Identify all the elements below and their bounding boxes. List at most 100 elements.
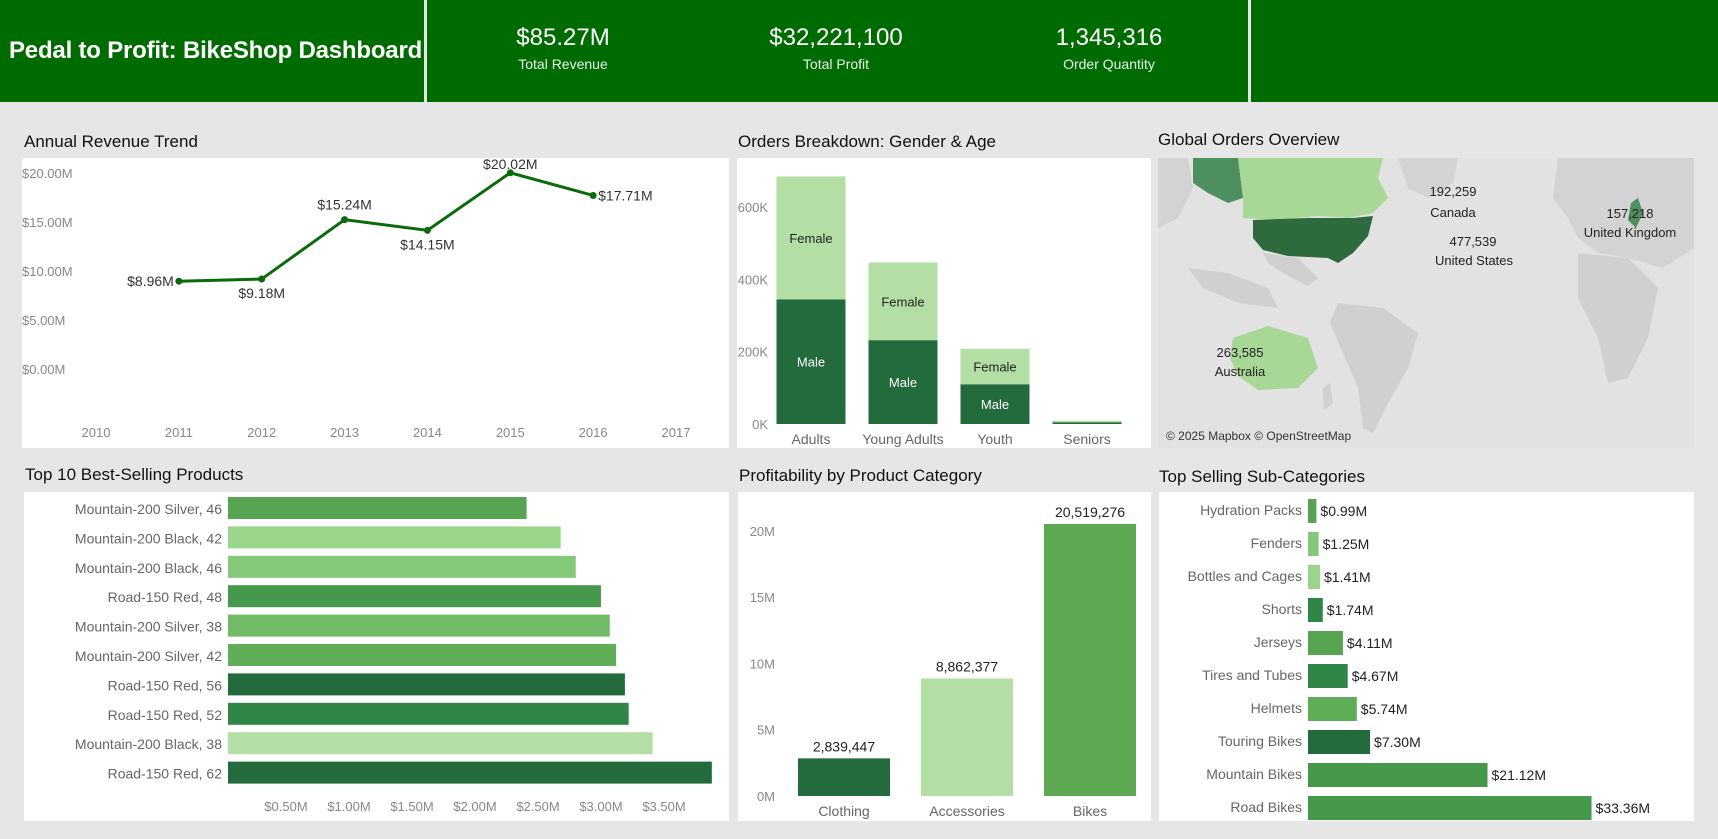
australia-shape xyxy=(1230,326,1318,390)
data-label: $15.24M xyxy=(317,197,371,213)
product-bar xyxy=(228,644,617,666)
y-tick-label: 400K xyxy=(738,272,769,287)
stack-segment-female xyxy=(960,348,1030,385)
stack-segment-female xyxy=(776,176,846,300)
revenue-line xyxy=(178,171,594,283)
map-label-uk: United Kingdom xyxy=(1584,225,1677,240)
x-category-label: Clothing xyxy=(818,803,869,819)
x-tick-label: 2012 xyxy=(247,425,276,440)
header-filler xyxy=(1251,0,1718,102)
y-tick-label: 10M xyxy=(750,656,775,671)
global-orders-title: Global Orders Overview xyxy=(1158,130,1340,149)
kpi-label: Total Revenue xyxy=(518,56,608,72)
product-bar xyxy=(228,614,610,637)
y-tick-label: 600K xyxy=(738,200,769,215)
x-tick-label: $3.50M xyxy=(642,799,685,814)
segment-label: Female xyxy=(881,294,924,309)
subcategory-label: Jerseys xyxy=(1254,634,1302,650)
x-tick-label: $1.50M xyxy=(390,799,433,814)
data-label: $17.71M xyxy=(598,187,652,203)
data-point xyxy=(341,216,349,224)
subcategory-bar xyxy=(1308,697,1357,721)
bar-value-label: $33.36M xyxy=(1596,800,1650,816)
stack-segment-male xyxy=(960,384,1030,424)
alaska-shape xyxy=(1193,158,1243,203)
bar-value-label: $1.25M xyxy=(1323,536,1370,552)
map-label-canada: Canada xyxy=(1430,205,1476,220)
x-category-label: Adults xyxy=(792,431,831,447)
product-bar xyxy=(228,497,527,519)
stack-segment-male xyxy=(1052,422,1122,424)
title-box: Pedal to Profit: BikeShop Dashboard xyxy=(0,0,424,102)
map-label-uk-value: 157,218 xyxy=(1607,206,1654,221)
segment-label: Female xyxy=(789,231,832,246)
top-products-chart: Mountain-200 Silver, 46 Mountain-200 Blac… xyxy=(75,497,712,814)
x-tick-label: 2013 xyxy=(330,425,359,440)
bar-value-label: 20,519,276 xyxy=(1055,504,1125,520)
profit-category-title: Profitability by Product Category xyxy=(739,466,982,485)
x-tick-label: $0.50M xyxy=(264,799,307,814)
asia-south-shape xyxy=(1158,158,1193,228)
x-tick-label: 2010 xyxy=(82,425,111,440)
bar-value-label: $1.41M xyxy=(1324,569,1371,585)
profit-category-panel: 0M 5M 10M 15M 20M 2,839,447 Clothing 8,862,377 A… xyxy=(738,492,1151,821)
y-tick-label: $15.00M xyxy=(22,215,73,230)
x-tick-label: $2.50M xyxy=(516,799,559,814)
subcategory-bar xyxy=(1308,763,1488,787)
subcategory-label: Mountain Bikes xyxy=(1206,766,1302,782)
product-label: Mountain-200 Silver, 42 xyxy=(75,648,222,664)
stack-segment-female xyxy=(1052,420,1122,423)
map-label-canada-value: 192,259 xyxy=(1430,184,1477,199)
stack-segment-male xyxy=(868,340,938,424)
category-bar xyxy=(1044,524,1136,796)
data-point xyxy=(258,275,266,283)
y-tick-label: 0M xyxy=(757,789,775,804)
y-tick-label: 0K xyxy=(752,417,768,432)
product-label: Mountain-200 Silver, 46 xyxy=(75,501,222,517)
greenland-shape xyxy=(1398,158,1458,198)
product-bar xyxy=(228,673,625,696)
bar-value-label: 2,839,447 xyxy=(813,738,875,754)
world-map[interactable]: 192,259 Canada 477,539 United States 157… xyxy=(1158,158,1694,448)
x-category-label: Accessories xyxy=(929,803,1004,819)
x-tick-label: 2014 xyxy=(413,425,442,440)
south-america-shape xyxy=(1330,303,1418,433)
map-label-usa: United States xyxy=(1435,253,1514,268)
kpi-label: Order Quantity xyxy=(1063,56,1155,72)
segment-label: Male xyxy=(981,397,1009,412)
segment-label: Female xyxy=(973,360,1016,375)
x-tick-label: $1.00M xyxy=(327,799,370,814)
global-orders-map[interactable]: 192,259 Canada 477,539 United States 157… xyxy=(1158,158,1694,448)
subcategory-label: Bottles and Cages xyxy=(1188,568,1302,584)
southeast-asia-shape xyxy=(1188,268,1278,308)
subcategory-bar xyxy=(1308,730,1371,754)
product-bar xyxy=(228,761,712,784)
y-tick-label: $10.00M xyxy=(22,264,73,279)
bar-value-label: $7.30M xyxy=(1374,734,1421,750)
subcategory-bar xyxy=(1308,598,1323,622)
map-label-australia-value: 263,585 xyxy=(1217,345,1264,360)
x-tick-label: $3.00M xyxy=(579,799,622,814)
product-bar xyxy=(228,732,653,755)
kpi-total-profit: $32,221,100 Total Profit xyxy=(736,24,936,72)
data-label: $9.18M xyxy=(238,285,285,301)
subcategory-label: Shorts xyxy=(1262,601,1302,617)
kpi-order-quantity: 1,345,316 Order Quantity xyxy=(1009,24,1209,72)
subcategory-label: Touring Bikes xyxy=(1218,733,1302,749)
product-bar xyxy=(228,702,629,725)
subcategory-bar xyxy=(1308,631,1343,655)
x-tick-label: 2017 xyxy=(662,425,691,440)
x-tick-label: 2011 xyxy=(165,425,193,440)
usa-shape xyxy=(1253,216,1373,263)
product-bar xyxy=(228,555,576,578)
mexico-shape xyxy=(1263,253,1318,286)
x-category-label: Youth xyxy=(977,431,1012,447)
subcategory-label: Helmets xyxy=(1251,700,1302,716)
y-tick-label: $5.00M xyxy=(22,313,65,328)
product-bar xyxy=(228,585,601,608)
product-label: Mountain-200 Black, 46 xyxy=(75,560,222,576)
subcategory-label: Road Bikes xyxy=(1230,799,1302,815)
kpi-total-revenue: $85.27M Total Revenue xyxy=(463,24,663,72)
bar-value-label: $4.11M xyxy=(1347,635,1393,651)
map-attribution[interactable]: © 2025 Mapbox © OpenStreetMap xyxy=(1166,429,1352,443)
